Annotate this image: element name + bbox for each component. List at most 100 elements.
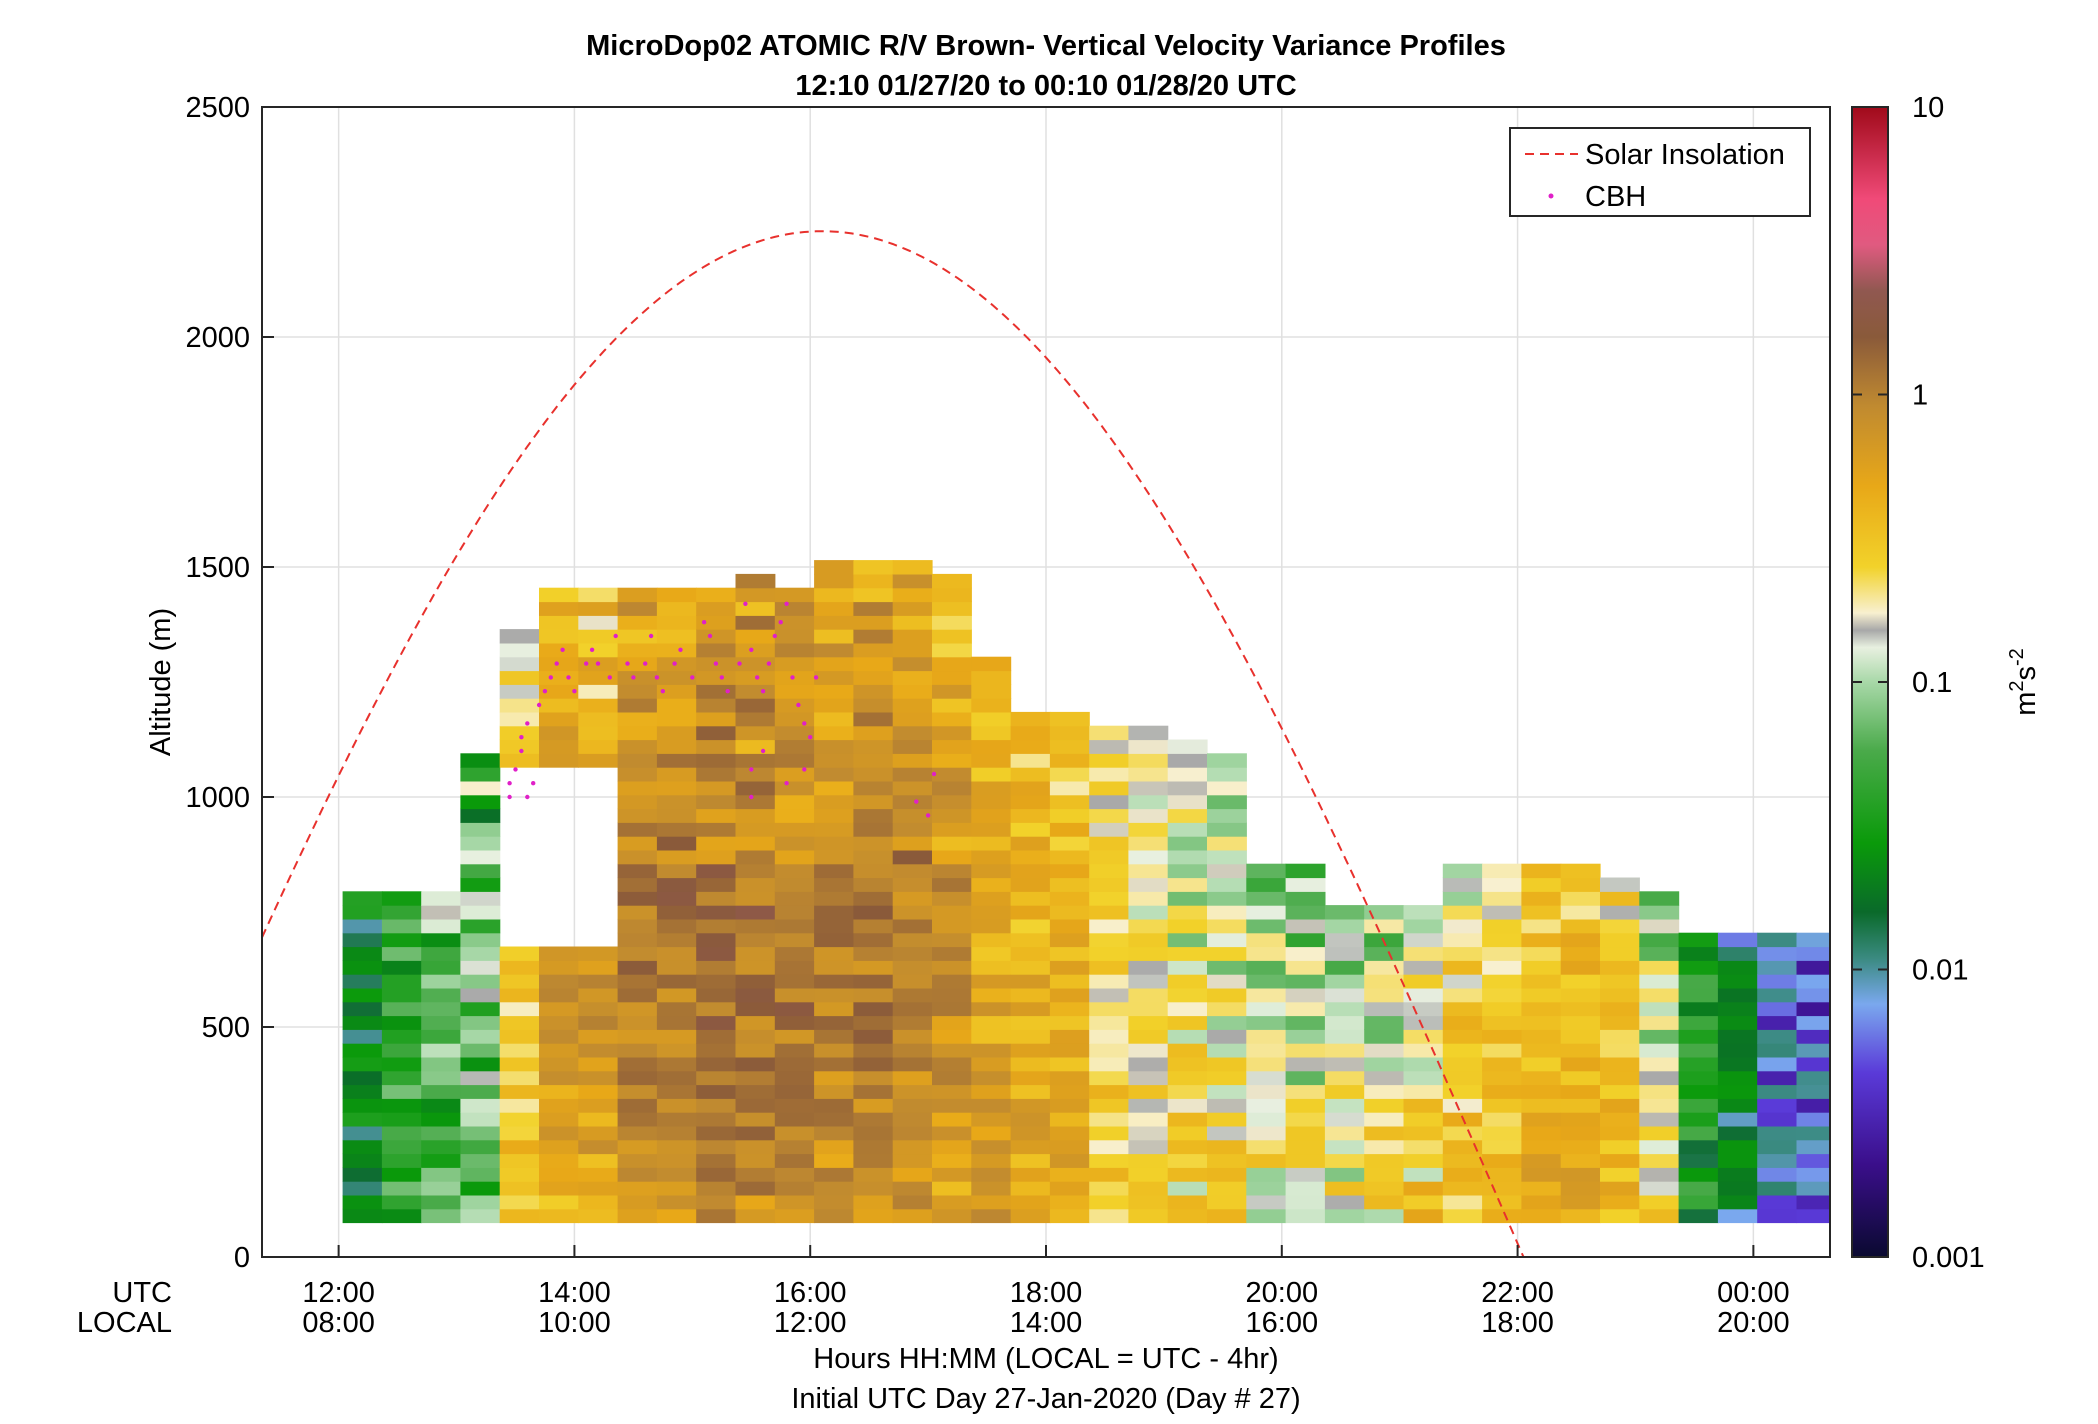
variance-cell bbox=[1796, 1167, 1830, 1182]
variance-cell bbox=[578, 1001, 619, 1017]
variance-cell bbox=[1914, 1126, 1954, 1140]
variance-cell bbox=[1128, 932, 1169, 948]
variance-cell bbox=[1364, 905, 1405, 920]
variance-cell bbox=[814, 725, 854, 741]
variance-cell bbox=[578, 698, 619, 713]
variance-cell bbox=[735, 808, 776, 823]
variance-cell bbox=[1167, 1167, 1208, 1182]
variance-cell bbox=[735, 946, 776, 961]
variance-cell bbox=[853, 849, 894, 865]
variance-cell bbox=[1128, 725, 1169, 741]
variance-cell bbox=[1010, 1208, 1051, 1224]
variance-cell bbox=[460, 1139, 501, 1155]
y-axis-label: Altitude (m) bbox=[145, 608, 177, 756]
variance-cell bbox=[578, 601, 619, 616]
variance-cell bbox=[460, 794, 501, 810]
cbh-point bbox=[654, 675, 660, 680]
variance-cell bbox=[1089, 987, 1130, 1003]
variance-cell bbox=[1639, 1125, 1680, 1141]
variance-cell bbox=[1560, 877, 1601, 892]
variance-cell bbox=[1207, 1070, 1247, 1086]
variance-cell bbox=[342, 1181, 383, 1196]
variance-cell bbox=[460, 1112, 501, 1127]
variance-cell bbox=[1717, 1070, 1758, 1086]
variance-cell bbox=[971, 725, 1012, 741]
variance-cell bbox=[735, 932, 776, 948]
variance-cell bbox=[814, 960, 854, 975]
variance-cell bbox=[1324, 1208, 1365, 1224]
variance-cell bbox=[932, 1125, 972, 1141]
variance-cell bbox=[814, 573, 854, 589]
variance-cell bbox=[1089, 767, 1130, 782]
variance-cell bbox=[814, 615, 854, 630]
variance-cell bbox=[1796, 1070, 1830, 1086]
cbh-point bbox=[589, 647, 595, 652]
variance-cell bbox=[1246, 905, 1287, 920]
variance-cell bbox=[1521, 1167, 1562, 1182]
variance-cell bbox=[1482, 1056, 1522, 1072]
colorbar-ticks: 0.001 0.01 0.1 1 10 bbox=[1852, 92, 1985, 1274]
variance-cell bbox=[1403, 1167, 1444, 1182]
variance-cell bbox=[853, 573, 894, 589]
variance-cell bbox=[696, 698, 737, 713]
variance-cell bbox=[1560, 1125, 1601, 1141]
variance-cell bbox=[814, 1194, 854, 1210]
variance-cell bbox=[774, 1098, 815, 1113]
variance-cell bbox=[1128, 1139, 1169, 1155]
variance-cell bbox=[1128, 918, 1169, 934]
variance-cell bbox=[1600, 905, 1640, 920]
variance-cell bbox=[617, 946, 658, 961]
variance-cell bbox=[892, 1194, 933, 1210]
variance-cell bbox=[1207, 1208, 1247, 1224]
variance-cell bbox=[971, 974, 1012, 989]
variance-cell bbox=[696, 1208, 737, 1224]
variance-cell bbox=[1757, 1194, 1798, 1210]
variance-cell bbox=[421, 932, 462, 948]
variance-cell bbox=[342, 1001, 383, 1017]
legend-solar-label: Solar Insolation bbox=[1585, 139, 1785, 171]
variance-cell bbox=[853, 1029, 894, 1044]
cbh-point bbox=[790, 675, 795, 680]
variance-cell bbox=[1010, 960, 1051, 975]
variance-cell bbox=[460, 1084, 501, 1099]
variance-cell bbox=[774, 725, 815, 741]
variance-cell bbox=[892, 739, 933, 754]
variance-cell bbox=[1521, 1208, 1562, 1224]
colorbar-tick-label: 1 bbox=[1912, 380, 1928, 412]
variance-cell bbox=[617, 987, 658, 1003]
variance-cell bbox=[1796, 932, 1830, 948]
variance-cell bbox=[892, 1112, 933, 1127]
variance-cell bbox=[1246, 1167, 1287, 1182]
variance-cell bbox=[381, 932, 422, 948]
variance-cell bbox=[696, 836, 737, 851]
variance-cell bbox=[1167, 1084, 1208, 1099]
variance-cell bbox=[539, 1070, 579, 1086]
variance-cell bbox=[1089, 1056, 1130, 1072]
variance-cell bbox=[696, 725, 737, 741]
variance-cell bbox=[696, 601, 737, 616]
variance-cell bbox=[1639, 1139, 1680, 1155]
variance-cell bbox=[1010, 1015, 1051, 1030]
variance-cell bbox=[971, 836, 1012, 851]
variance-cell bbox=[617, 684, 658, 699]
variance-cell bbox=[1285, 1208, 1326, 1224]
variance-cell bbox=[656, 739, 697, 754]
variance-cell bbox=[1128, 1084, 1169, 1099]
variance-cell bbox=[853, 711, 894, 727]
variance-cell bbox=[1364, 946, 1405, 961]
variance-cell bbox=[1482, 1084, 1522, 1099]
variance-cell bbox=[1324, 918, 1365, 934]
variance-cell bbox=[1678, 1153, 1719, 1168]
variance-cell bbox=[735, 987, 776, 1003]
variance-cell bbox=[696, 739, 737, 754]
variance-cell bbox=[774, 932, 815, 948]
variance-cell bbox=[1914, 1098, 1954, 1112]
x-tick-label-local: 16:00 bbox=[1246, 1307, 1319, 1339]
variance-cell bbox=[814, 767, 854, 782]
variance-cell bbox=[1600, 960, 1640, 975]
variance-cell bbox=[735, 918, 776, 934]
variance-cell bbox=[696, 1167, 737, 1182]
variance-cell bbox=[1678, 1112, 1719, 1127]
variance-cell bbox=[1403, 1070, 1444, 1086]
variance-cell bbox=[971, 1167, 1012, 1182]
